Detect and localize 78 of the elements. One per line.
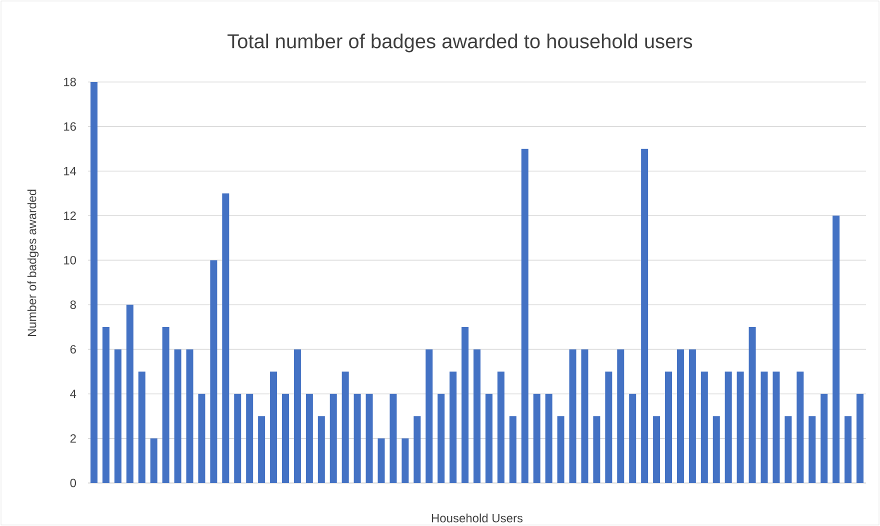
y-tick-label: 18 <box>64 78 76 86</box>
bar <box>450 372 457 483</box>
bar <box>665 372 672 483</box>
bar <box>712 416 720 483</box>
bar <box>162 327 170 483</box>
bar <box>820 394 828 483</box>
bar <box>90 82 98 483</box>
bar <box>126 304 134 483</box>
y-tick-label: 14 <box>64 166 76 176</box>
bar <box>402 438 409 483</box>
bar <box>808 416 816 483</box>
bar <box>641 148 648 483</box>
bar <box>736 372 744 483</box>
bar <box>485 394 492 483</box>
bar <box>426 349 433 483</box>
y-axis-title: Number of badges awarded <box>27 190 39 336</box>
bar <box>569 349 576 483</box>
bar <box>282 394 289 483</box>
bar <box>342 372 349 483</box>
bar <box>258 416 266 483</box>
bar <box>653 416 660 483</box>
y-tick-label: 0 <box>70 478 76 488</box>
bar <box>593 416 600 483</box>
bar <box>497 372 504 483</box>
y-tick-label: 10 <box>64 256 76 264</box>
bar <box>222 193 230 483</box>
bar <box>772 372 780 483</box>
bar <box>174 349 182 483</box>
bar <box>688 349 696 483</box>
bar <box>617 349 624 483</box>
bar <box>521 148 528 483</box>
bar <box>186 349 194 483</box>
bar <box>354 394 361 483</box>
bar <box>114 349 122 483</box>
bar <box>330 394 337 483</box>
bar <box>378 438 385 483</box>
bar <box>784 416 792 483</box>
bar <box>509 416 516 483</box>
bar <box>270 372 278 483</box>
y-tick-label: 4 <box>70 390 76 398</box>
bar <box>234 394 242 483</box>
bar <box>462 327 469 483</box>
bar <box>724 372 732 483</box>
bar <box>390 394 397 483</box>
x-axis-title: Household Users <box>432 514 523 522</box>
bar <box>605 372 612 483</box>
bar <box>198 394 206 483</box>
bar <box>700 372 708 483</box>
bar <box>581 349 588 483</box>
bar <box>438 394 445 483</box>
bar <box>246 394 254 483</box>
bar <box>557 416 564 483</box>
y-tick-label: 6 <box>70 345 76 354</box>
bar <box>856 394 864 483</box>
bar <box>676 349 684 483</box>
chart-title: Total number of badges awarded to household users <box>228 34 692 52</box>
y-tick-label: 8 <box>70 300 76 310</box>
bar <box>138 372 146 483</box>
bar <box>748 327 756 483</box>
bar <box>318 416 325 483</box>
bar <box>533 394 540 483</box>
y-tick-label: 12 <box>64 211 76 220</box>
y-tick-label: 16 <box>64 122 76 131</box>
bar <box>760 372 768 483</box>
bar <box>474 349 481 483</box>
bar <box>102 327 110 483</box>
bar <box>545 394 552 483</box>
bar <box>629 394 636 483</box>
bar <box>306 394 313 483</box>
bar <box>832 216 840 483</box>
bar <box>844 416 852 483</box>
bar <box>210 260 218 483</box>
bar <box>414 416 421 483</box>
bar <box>294 349 301 483</box>
bar <box>366 394 373 483</box>
bar <box>796 372 804 483</box>
bar <box>150 438 158 483</box>
y-tick-label: 2 <box>70 434 76 443</box>
